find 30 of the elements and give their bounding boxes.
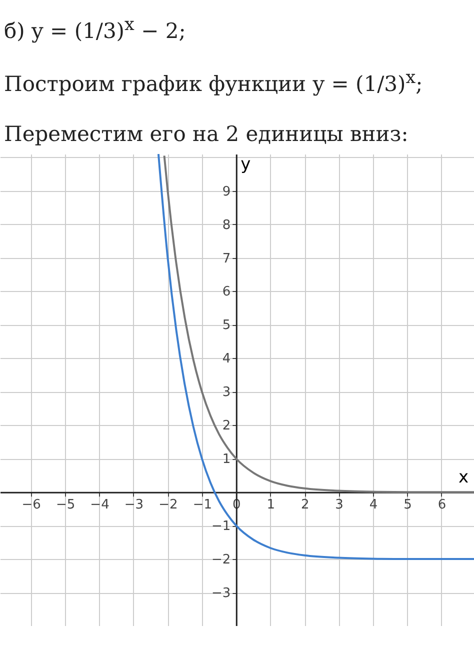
y-tick-label: 8 — [222, 218, 231, 233]
y-tick-label: 5 — [222, 318, 231, 334]
x-tick-label: 6 — [438, 497, 446, 512]
y-tick-label: −1 — [211, 518, 231, 534]
x-tick-label: −6 — [22, 497, 41, 512]
y-tick-label: 7 — [222, 251, 231, 266]
x-tick-label: 4 — [369, 497, 378, 512]
y-tick-label: −2 — [211, 552, 231, 568]
x-tick-label: 2 — [300, 497, 310, 512]
x-tick-label: 1 — [266, 497, 276, 512]
line-series — [163, 154, 474, 493]
text: Построим график функции y = (1/3)$^{x}$; — [4, 67, 424, 98]
y-tick-label: 4 — [222, 352, 231, 367]
y-tick-label: −3 — [211, 586, 231, 601]
chart-title: б) y = (1/3)$^{x}$ − 2; — [4, 14, 187, 45]
y-tick-label: 1 — [222, 452, 231, 468]
y-tick-label: 9 — [222, 184, 231, 200]
y-tick-label: 3 — [222, 385, 231, 400]
x-tick-label: −5 — [56, 497, 76, 512]
x-tick-label: 5 — [404, 497, 412, 512]
x-tick-label: −1 — [192, 497, 212, 512]
y-axis-title: y — [240, 154, 251, 174]
x-tick-label: −2 — [158, 497, 178, 512]
text: Переместим его на 2 единицы вниз: — [4, 120, 410, 148]
x-tick-label: −4 — [90, 497, 110, 512]
x-tick-label: 3 — [335, 497, 344, 512]
x-axis-title: x — [458, 467, 468, 488]
y-tick-label: 6 — [222, 284, 231, 300]
y-tick-label: 2 — [222, 418, 231, 434]
x-tick-label: −3 — [124, 497, 144, 512]
